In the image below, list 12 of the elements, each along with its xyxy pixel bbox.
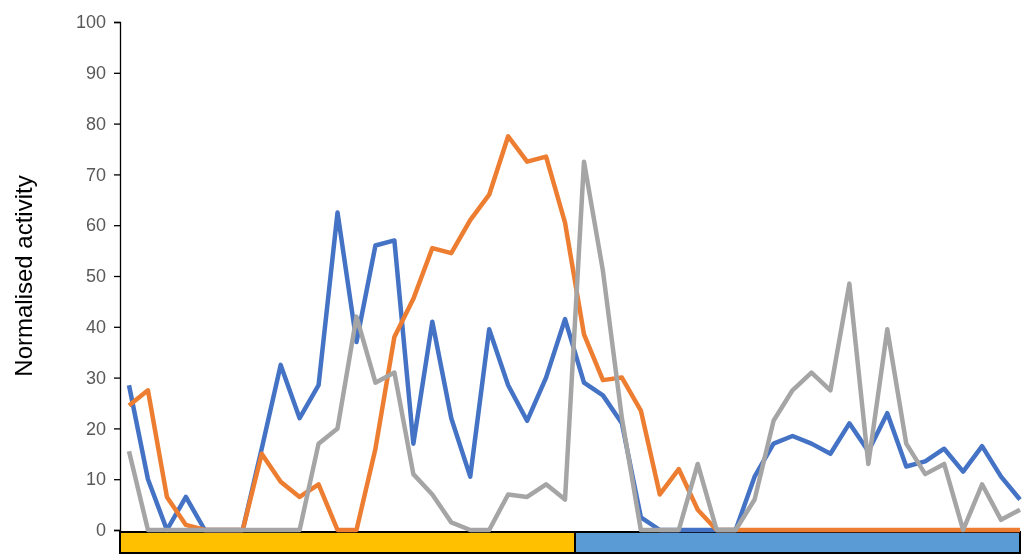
y-tick-label: 0	[95, 520, 106, 541]
y-tick-label: 50	[85, 266, 106, 287]
y-tick-label: 20	[85, 418, 106, 439]
y-tick-label: 40	[85, 317, 106, 338]
y-axis-title: Normalised activity	[10, 175, 37, 377]
y-tick-label: 70	[85, 164, 106, 185]
y-tick-label: 100	[75, 12, 106, 33]
y-tick-label: 30	[85, 367, 106, 388]
y-tick-label: 60	[85, 215, 106, 236]
y-tick-label: 10	[85, 469, 106, 490]
y-tick-label: 90	[85, 63, 106, 84]
y-tick-label: 80	[85, 113, 106, 134]
